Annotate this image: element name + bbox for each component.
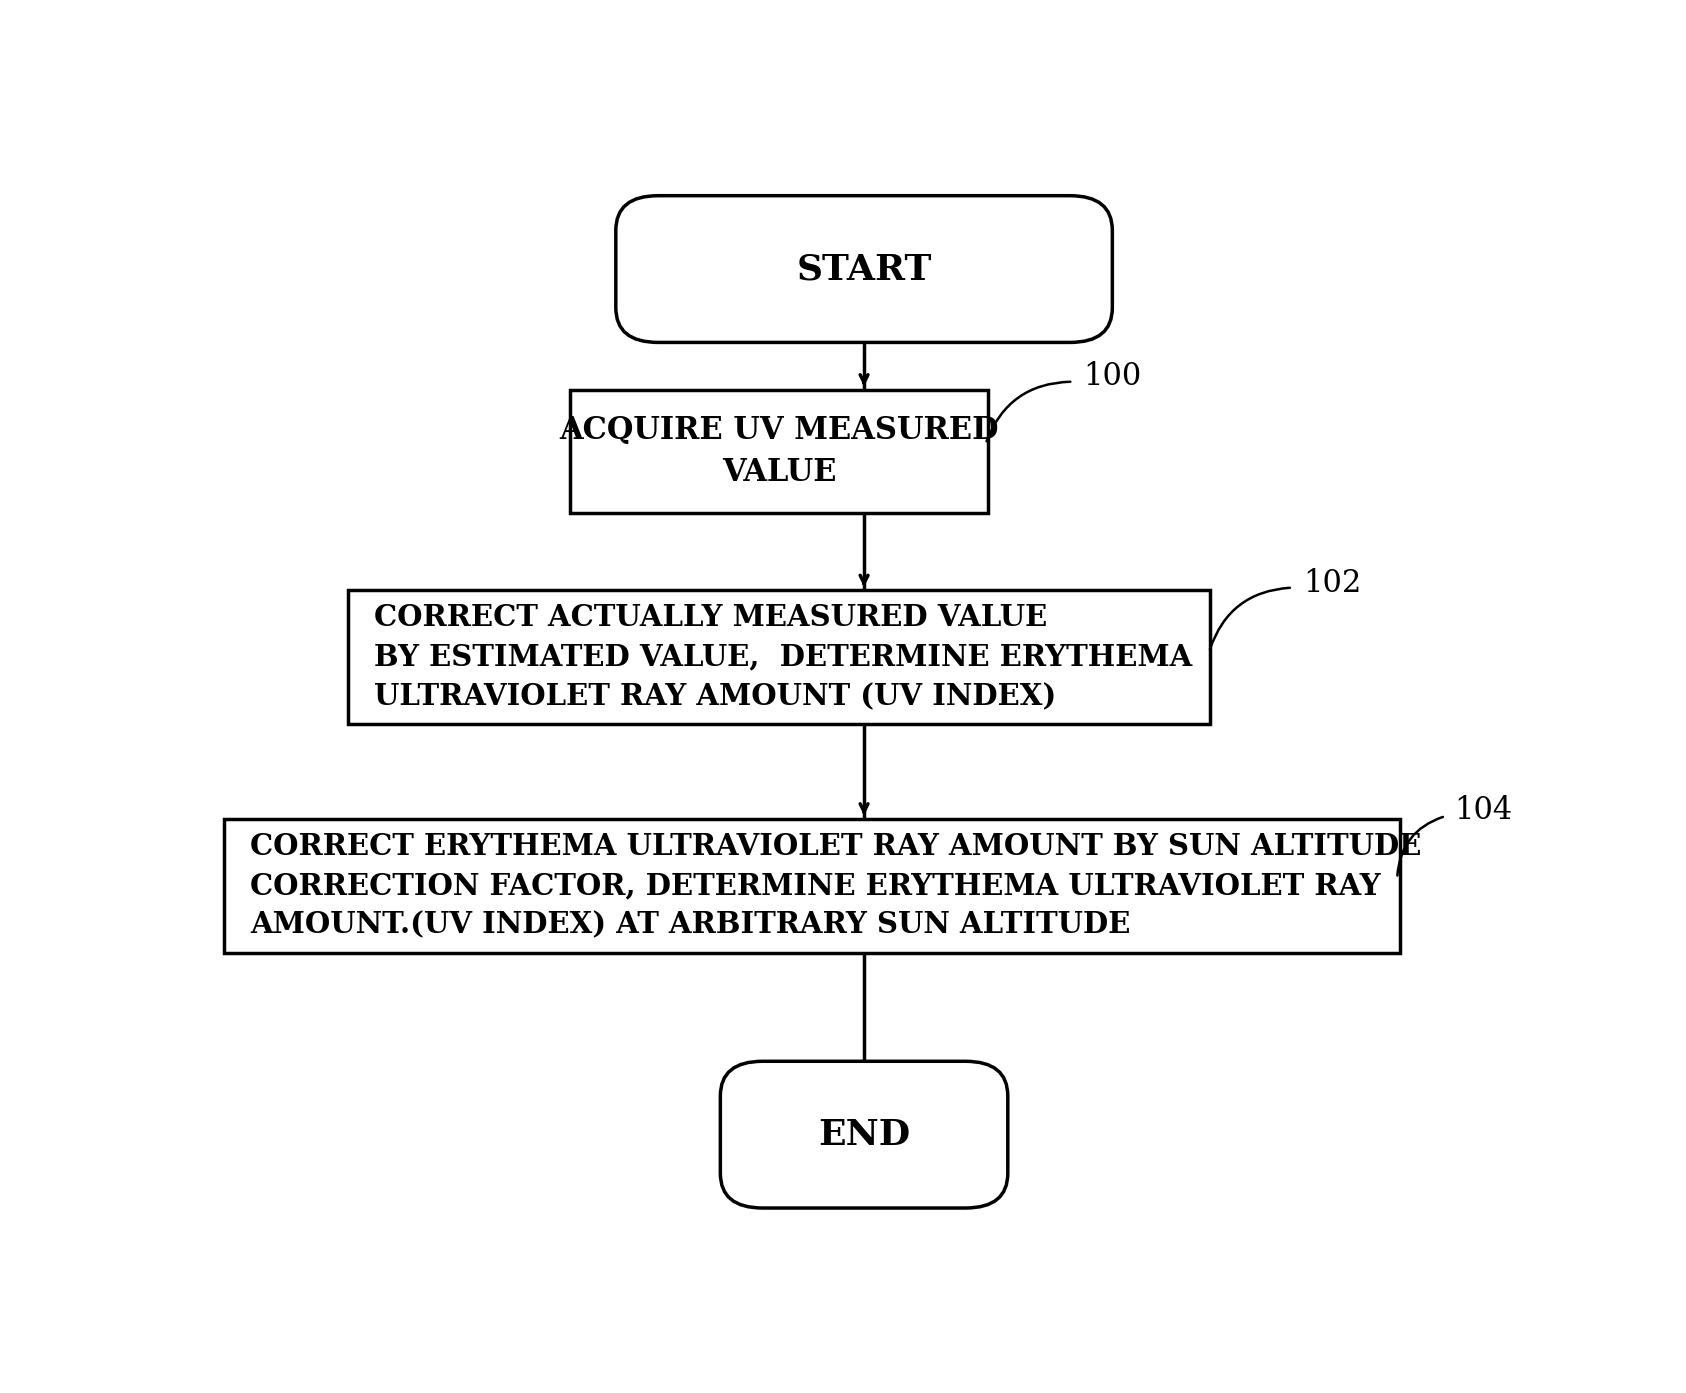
FancyBboxPatch shape bbox=[720, 1061, 1008, 1208]
Text: CORRECT ACTUALLY MEASURED VALUE
BY ESTIMATED VALUE,  DETERMINE ERYTHEMA
ULTRAVIO: CORRECT ACTUALLY MEASURED VALUE BY ESTIM… bbox=[374, 603, 1192, 712]
Text: END: END bbox=[818, 1117, 910, 1152]
Text: CORRECT ERYTHEMA ULTRAVIOLET RAY AMOUNT BY SUN ALTITUDE
CORRECTION FACTOR, DETER: CORRECT ERYTHEMA ULTRAVIOLET RAY AMOUNT … bbox=[250, 832, 1421, 940]
Bar bbox=[347, 591, 1211, 724]
FancyBboxPatch shape bbox=[615, 195, 1113, 343]
Text: 102: 102 bbox=[1303, 568, 1362, 599]
Bar bbox=[570, 390, 988, 513]
Text: ACQUIRE UV MEASURED
VALUE: ACQUIRE UV MEASURED VALUE bbox=[560, 415, 998, 488]
Text: 104: 104 bbox=[1455, 795, 1512, 826]
Bar bbox=[224, 819, 1399, 953]
Text: START: START bbox=[796, 252, 932, 286]
Text: 100: 100 bbox=[1084, 361, 1141, 391]
